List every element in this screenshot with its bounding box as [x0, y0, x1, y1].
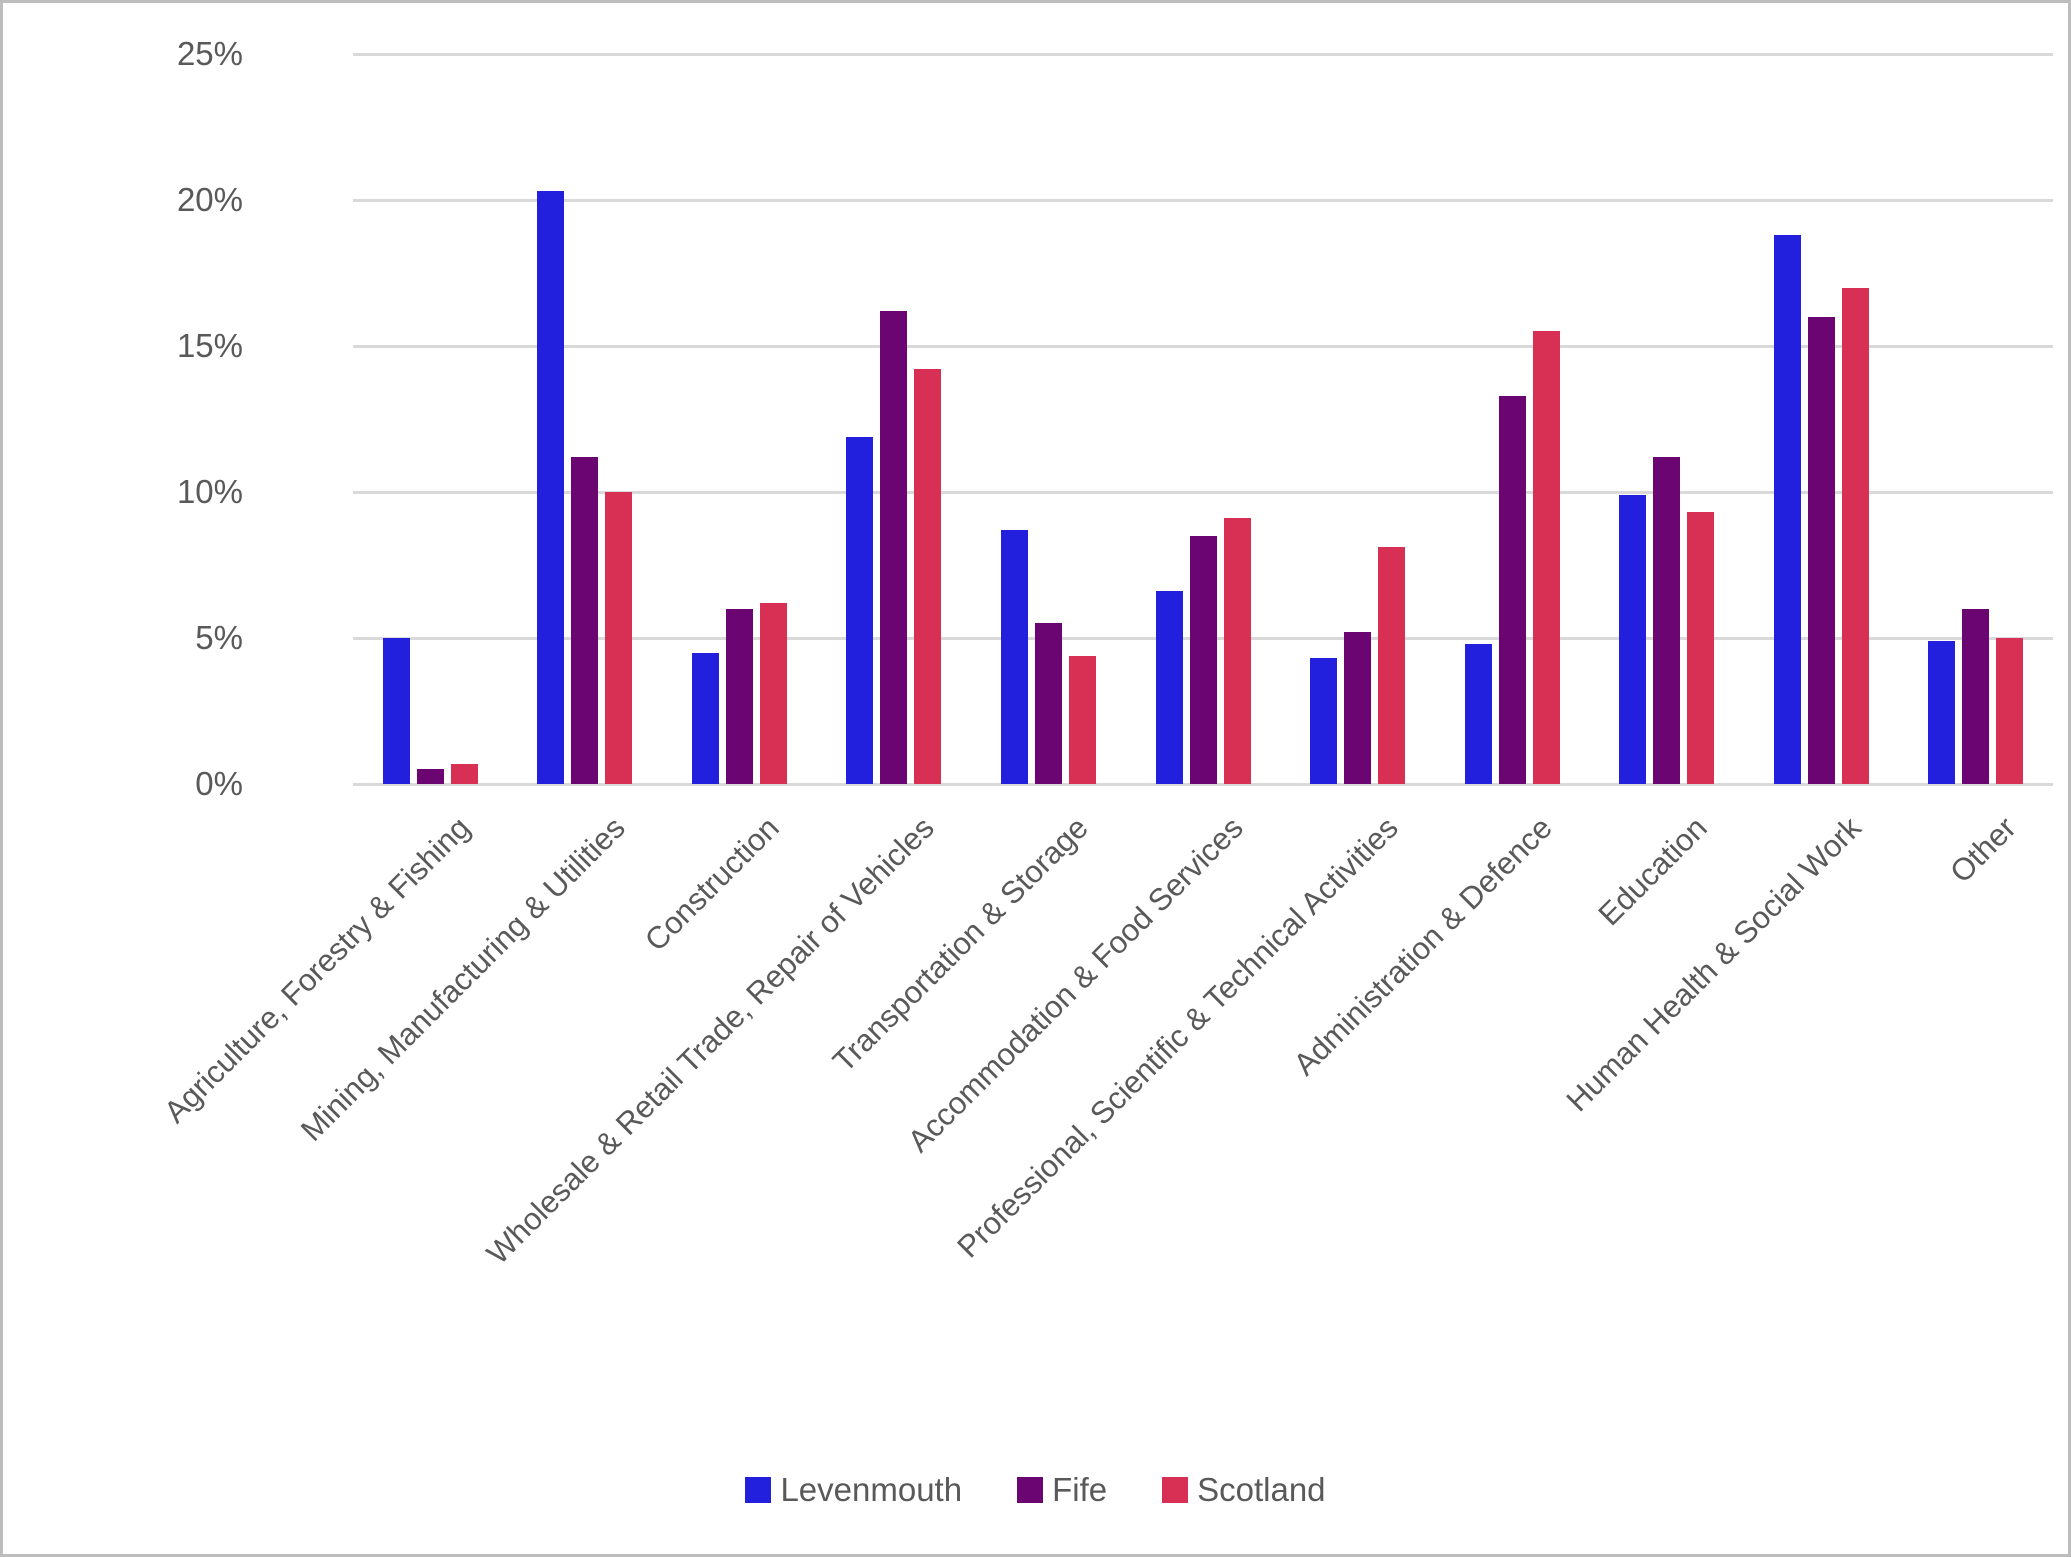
x-axis-label: Agriculture, Forestry & Fishing [157, 810, 478, 1130]
bar-levenmouth [1619, 494, 1647, 784]
x-axis-label: Human Health & Social Work [1559, 810, 1868, 1119]
gridline [353, 344, 2053, 348]
bar-levenmouth [1155, 591, 1183, 784]
y-axis-tick-label: 0% [195, 765, 243, 802]
legend-label: Levenmouth [780, 1471, 963, 1508]
plot-area [353, 3, 2053, 786]
bar-fife [1344, 632, 1372, 784]
bar-fife [416, 769, 444, 784]
bar-levenmouth [537, 191, 565, 784]
bar-scotland [605, 492, 633, 784]
bar-scotland [1996, 638, 2024, 784]
bar-scotland [1378, 547, 1406, 784]
legend-item-fife: Fife [1017, 1471, 1107, 1509]
legend-label: Fife [1052, 1471, 1108, 1508]
bar-group [1589, 3, 1744, 784]
bar-levenmouth [1310, 658, 1338, 784]
bar-groups [353, 3, 2053, 784]
y-axis-tick-label: 5% [195, 619, 243, 656]
bar-levenmouth [1000, 529, 1028, 784]
bar-fife [1653, 456, 1681, 784]
bar-group [817, 3, 972, 784]
bar-levenmouth [1464, 643, 1492, 784]
bar-fife [725, 608, 753, 784]
bar-group [971, 3, 1126, 784]
bar-levenmouth [691, 652, 719, 784]
bar-group [662, 3, 817, 784]
y-axis-tick-label: 10% [176, 473, 243, 510]
bar-fife [880, 310, 908, 784]
gridline [353, 782, 2053, 786]
x-axis-label: Other [1942, 810, 2023, 890]
bar-fife [1034, 623, 1062, 784]
gridline [353, 52, 2053, 56]
bar-fife [1498, 395, 1526, 784]
x-axis-label: Transportation & Storage [826, 810, 1096, 1079]
gridline [353, 490, 2053, 494]
x-axis-label: Education [1591, 810, 1714, 933]
gridline [353, 198, 2053, 202]
bar-scotland [1068, 655, 1096, 784]
bar-scotland [914, 369, 942, 784]
bar-group [1435, 3, 1590, 784]
x-axis-label: Construction [638, 810, 787, 958]
legend-swatch-icon [1162, 1477, 1189, 1503]
bar-group [1744, 3, 1899, 784]
x-axis: Agriculture, Forestry & Fishing Mining, M… [157, 796, 2053, 1456]
legend: Levenmouth Fife Scotland [3, 1471, 2068, 1509]
bar-fife [1189, 535, 1217, 784]
bar-scotland [759, 602, 787, 784]
legend-swatch-icon [1017, 1477, 1044, 1503]
y-axis-tick-label: 25% [176, 35, 243, 72]
bar-scotland [1687, 512, 1715, 784]
bar-scotland [1841, 287, 1869, 784]
bar-levenmouth [382, 638, 410, 784]
x-axis-label: Mining, Manufacturing & Utilities [293, 810, 632, 1148]
bar-levenmouth [1928, 640, 1956, 784]
bar-scotland [1532, 331, 1560, 784]
bar-fife [1962, 608, 1990, 784]
legend-swatch-icon [745, 1477, 772, 1503]
x-axis-label: Administration & Defence [1286, 810, 1559, 1083]
bar-fife [1807, 316, 1835, 784]
legend-label: Scotland [1197, 1471, 1326, 1508]
x-axis-label: Accommodation & Food Services [900, 810, 1250, 1159]
bar-group [508, 3, 663, 784]
bar-scotland [450, 763, 478, 784]
bar-group [1126, 3, 1281, 784]
y-axis-tick-label: 20% [176, 181, 243, 218]
bar-group [1898, 3, 2053, 784]
y-axis: 0% 5% 10% 15% 20% 25% [3, 3, 293, 802]
bar-scotland [1223, 518, 1251, 784]
bar-group [1280, 3, 1435, 784]
bar-levenmouth [846, 436, 874, 784]
legend-item-scotland: Scotland [1162, 1471, 1326, 1509]
bar-levenmouth [1773, 235, 1801, 784]
y-axis-tick-label: 15% [176, 327, 243, 364]
bar-group [353, 3, 508, 784]
bar-fife [571, 456, 599, 784]
legend-item-levenmouth: Levenmouth [745, 1471, 962, 1509]
